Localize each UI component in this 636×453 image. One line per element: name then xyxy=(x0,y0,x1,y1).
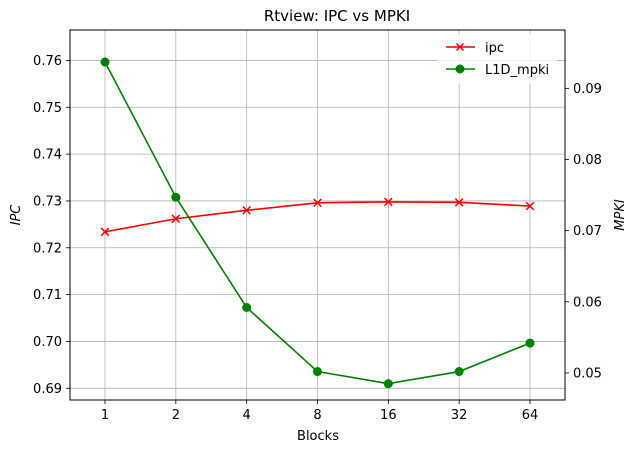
x-tick-label: 8 xyxy=(313,408,321,423)
plot-frame xyxy=(69,29,566,401)
left-y-tick-label: 0.76 xyxy=(33,54,62,69)
legend-label-ipc: ipc xyxy=(485,41,504,56)
data-point-ipc xyxy=(384,197,393,207)
series-l1d-mpki xyxy=(100,57,535,389)
right-y-tick-label: 0.09 xyxy=(573,82,602,97)
x-tick-label: 4 xyxy=(243,408,251,423)
left-y-tick-label: 0.75 xyxy=(33,101,62,116)
data-point-ipc xyxy=(525,201,535,211)
left-y-axis: 0.69 0.70 0.71 0.72 0.73 0.74 0.75 0.76 xyxy=(33,54,70,397)
data-point-ipc xyxy=(313,198,322,208)
data-point-l1d-mpki xyxy=(383,379,393,389)
data-point-l1d-mpki xyxy=(525,338,535,348)
left-y-axis-label: IPC xyxy=(9,204,24,226)
right-y-tick-label: 0.06 xyxy=(573,295,602,310)
right-y-axis-label: MPKI xyxy=(613,199,628,231)
data-point-ipc xyxy=(100,227,110,237)
legend-marker-x-icon xyxy=(455,42,465,52)
left-y-tick-label: 0.74 xyxy=(33,148,62,163)
left-y-tick-label: 0.71 xyxy=(33,288,62,303)
legend-entry-l1d-mpki: L1D_mpki xyxy=(446,63,549,78)
data-point-ipc xyxy=(454,198,464,207)
x-axis-label: Blocks xyxy=(297,429,339,444)
left-y-tick-label: 0.70 xyxy=(33,335,62,350)
data-point-l1d-mpki xyxy=(313,367,322,377)
right-y-axis: 0.05 0.06 0.07 0.08 0.09 xyxy=(565,82,602,381)
right-y-tick-label: 0.07 xyxy=(573,224,602,239)
data-point-l1d-mpki xyxy=(100,57,110,67)
legend-marker-circle-icon xyxy=(455,64,465,74)
x-tick-label: 64 xyxy=(522,408,539,423)
x-axis: 1 2 4 8 16 32 64 xyxy=(101,400,538,423)
left-y-tick-label: 0.69 xyxy=(33,382,62,397)
data-point-ipc xyxy=(171,214,181,224)
x-tick-label: 1 xyxy=(101,408,109,423)
left-y-tick-label: 0.72 xyxy=(33,241,62,256)
data-point-l1d-mpki xyxy=(242,303,252,312)
series-ipc xyxy=(100,197,535,237)
data-point-l1d-mpki xyxy=(454,367,464,377)
legend-entry-ipc: ipc xyxy=(446,41,504,56)
data-point-l1d-mpki xyxy=(171,192,181,202)
right-y-tick-label: 0.05 xyxy=(573,366,602,381)
grid-lines xyxy=(70,30,565,400)
chart-title: Rtview: IPC vs MPKI xyxy=(264,7,410,25)
x-tick-label: 16 xyxy=(380,408,397,423)
series-layer xyxy=(100,57,535,389)
right-y-tick-label: 0.08 xyxy=(573,153,602,168)
legend: ipc L1D_mpki xyxy=(437,34,557,84)
left-y-tick-label: 0.73 xyxy=(33,194,62,209)
legend-label-l1d-mpki: L1D_mpki xyxy=(485,63,549,78)
x-tick-label: 2 xyxy=(172,408,180,423)
data-point-ipc xyxy=(242,205,251,215)
legend-box xyxy=(437,34,557,84)
x-tick-label: 32 xyxy=(451,408,468,423)
